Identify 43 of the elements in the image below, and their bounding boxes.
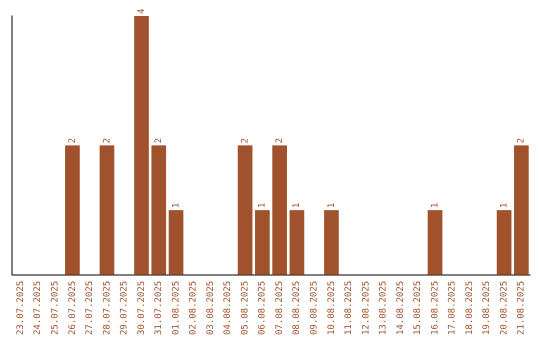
x-tick-label: 09.08.2025 <box>310 280 320 336</box>
x-tick-label: 20.08.2025 <box>499 280 510 336</box>
data-label: 1 <box>430 202 440 208</box>
data-label: 2 <box>154 138 164 144</box>
data-label: 2 <box>68 138 78 144</box>
x-tick-label: 23.07.2025 <box>16 280 26 336</box>
x-tick-label: 21.08.2025 <box>516 280 527 336</box>
x-tick-label: 14.08.2025 <box>396 280 406 336</box>
x-tick-label: 11.08.2025 <box>344 280 354 336</box>
x-tick-label: 16.08.2025 <box>430 280 440 336</box>
x-tick-label: 17.08.2025 <box>448 280 458 336</box>
data-label: 1 <box>292 202 302 208</box>
x-tick-label: 18.08.2025 <box>464 280 475 336</box>
x-tick-label: 24.07.2025 <box>33 280 44 336</box>
x-tick-label: 02.08.2025 <box>188 280 199 336</box>
data-label: 1 <box>171 202 182 208</box>
x-tick-label: 30.07.2025 <box>136 280 147 336</box>
x-tick-label: 19.08.2025 <box>482 280 492 336</box>
x-tick-label: 05.08.2025 <box>240 280 250 336</box>
x-tick-label: 01.08.2025 <box>171 280 182 336</box>
data-label: 1 <box>326 202 337 208</box>
x-tick-label: 31.07.2025 <box>154 280 164 336</box>
x-tick-label: 07.08.2025 <box>274 280 285 336</box>
x-tick-label: 12.08.2025 <box>361 280 372 336</box>
data-label: 2 <box>240 138 250 144</box>
x-tick-label: 26.07.2025 <box>68 280 78 336</box>
x-tick-label: 29.07.2025 <box>120 280 130 336</box>
data-label: 2 <box>102 138 112 144</box>
x-tick-label: 10.08.2025 <box>326 280 337 336</box>
x-tick-label: 03.08.2025 <box>206 280 216 336</box>
x-tick-label: 28.07.2025 <box>102 280 112 336</box>
x-tick-label: 27.07.2025 <box>85 280 96 336</box>
x-tick-label: 06.08.2025 <box>258 280 268 336</box>
data-label: 1 <box>499 202 510 208</box>
x-tick-label: 13.08.2025 <box>378 280 389 336</box>
data-label: 4 <box>136 8 147 14</box>
data-label: 2 <box>274 138 285 144</box>
x-tick-label: 15.08.2025 <box>413 280 424 336</box>
x-tick-label: 04.08.2025 <box>223 280 234 336</box>
data-label: 1 <box>258 202 268 208</box>
x-tick-label: 08.08.2025 <box>292 280 302 336</box>
x-tick-label: 25.07.2025 <box>50 280 61 336</box>
data-label: 2 <box>516 138 527 144</box>
